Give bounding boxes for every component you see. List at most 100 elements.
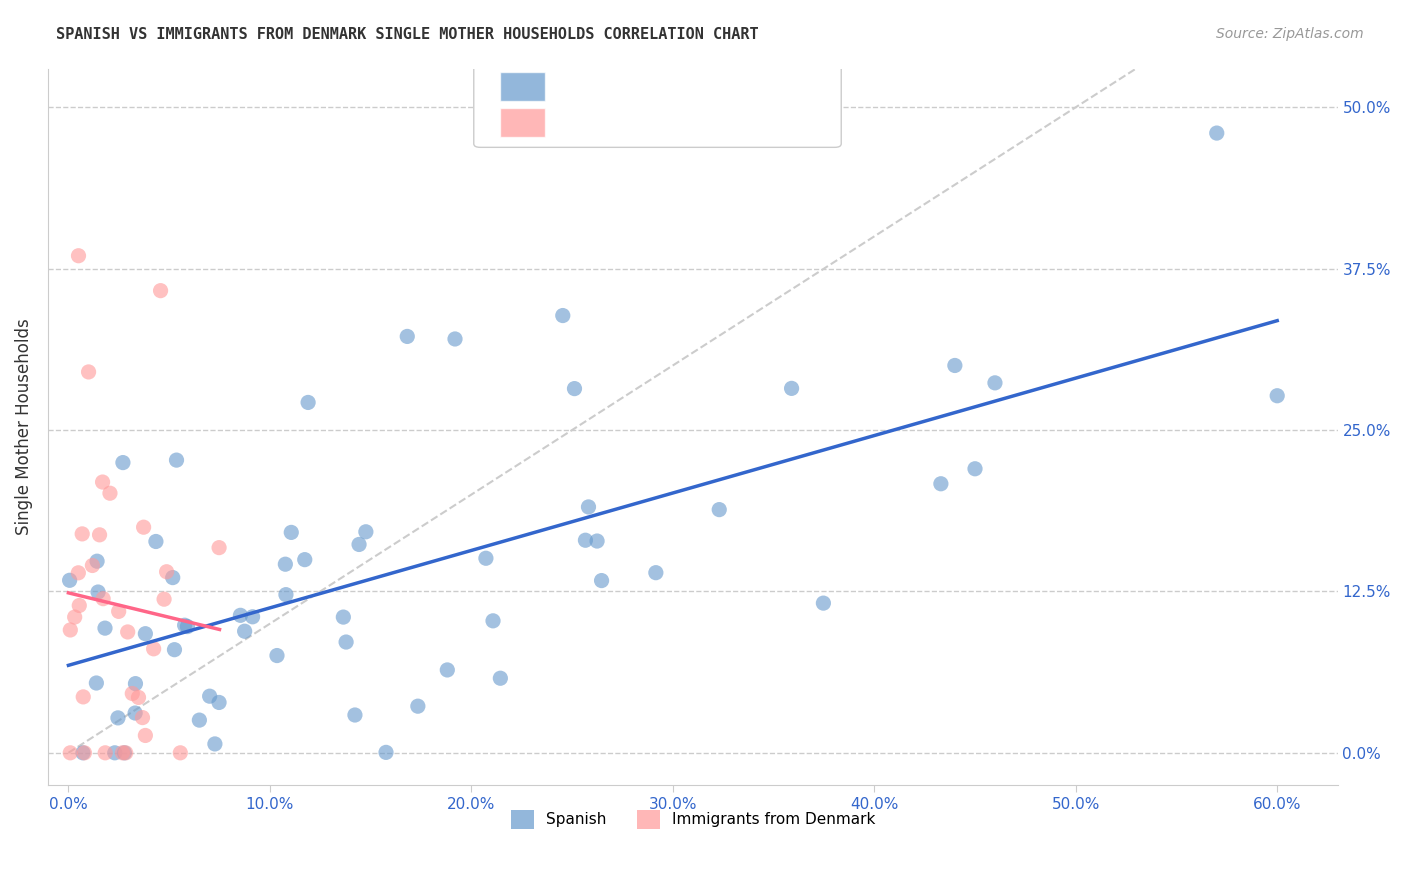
Immigrants from Denmark	[72, 690, 94, 704]
Text: Source: ZipAtlas.com: Source: ZipAtlas.com	[1216, 27, 1364, 41]
Spanish	[984, 376, 1007, 390]
Spanish	[145, 534, 167, 549]
Spanish	[574, 533, 596, 548]
Immigrants from Denmark	[67, 599, 90, 613]
Spanish	[347, 537, 370, 551]
Spanish	[204, 737, 226, 751]
Spanish	[163, 642, 186, 657]
Spanish	[396, 329, 419, 343]
Spanish	[591, 574, 613, 588]
Spanish	[475, 551, 498, 566]
Spanish	[1205, 126, 1227, 140]
Spanish	[107, 711, 129, 725]
Spanish	[229, 608, 252, 623]
Immigrants from Denmark	[128, 690, 150, 705]
Spanish	[208, 696, 231, 710]
Spanish	[332, 610, 354, 624]
Spanish	[354, 524, 377, 539]
Spanish	[134, 626, 156, 640]
Spanish	[86, 676, 108, 690]
Spanish	[943, 359, 966, 373]
Immigrants from Denmark	[63, 610, 86, 624]
Immigrants from Denmark	[155, 565, 177, 579]
FancyBboxPatch shape	[499, 72, 544, 101]
Spanish	[482, 614, 505, 628]
Immigrants from Denmark	[94, 746, 117, 760]
Immigrants from Denmark	[149, 284, 172, 298]
Spanish	[813, 596, 835, 610]
Spanish	[124, 706, 146, 720]
Spanish	[375, 745, 398, 759]
Y-axis label: Single Mother Households: Single Mother Households	[15, 318, 32, 535]
Spanish	[297, 395, 319, 409]
Spanish	[436, 663, 458, 677]
Immigrants from Denmark	[153, 592, 176, 607]
Spanish	[112, 746, 135, 760]
Spanish	[294, 552, 316, 566]
Spanish	[929, 476, 952, 491]
Immigrants from Denmark	[67, 249, 90, 263]
Spanish	[335, 635, 357, 649]
Immigrants from Denmark	[131, 710, 153, 724]
Spanish	[709, 502, 731, 516]
Immigrants from Denmark	[77, 365, 100, 379]
Spanish	[274, 558, 297, 572]
Spanish	[644, 566, 666, 580]
Legend: Spanish, Immigrants from Denmark: Spanish, Immigrants from Denmark	[505, 804, 882, 835]
Immigrants from Denmark	[208, 541, 231, 555]
Immigrants from Denmark	[91, 591, 114, 606]
Immigrants from Denmark	[169, 746, 191, 760]
Immigrants from Denmark	[107, 604, 129, 618]
Text: SPANISH VS IMMIGRANTS FROM DENMARK SINGLE MOTHER HOUSEHOLDS CORRELATION CHART: SPANISH VS IMMIGRANTS FROM DENMARK SINGL…	[56, 27, 759, 42]
Immigrants from Denmark	[142, 641, 165, 656]
Spanish	[124, 676, 146, 690]
Spanish	[233, 624, 256, 639]
Immigrants from Denmark	[73, 746, 96, 760]
Text: R =  0.194   N = 31: R = 0.194 N = 31	[558, 122, 714, 137]
Immigrants from Denmark	[82, 558, 104, 573]
Spanish	[586, 534, 609, 549]
Spanish	[963, 462, 986, 476]
Immigrants from Denmark	[117, 624, 139, 639]
Spanish	[780, 381, 803, 395]
Spanish	[1265, 389, 1288, 403]
Immigrants from Denmark	[59, 623, 82, 637]
Spanish	[444, 332, 467, 346]
Immigrants from Denmark	[121, 686, 143, 700]
Spanish	[242, 609, 264, 624]
Immigrants from Denmark	[67, 566, 90, 580]
Immigrants from Denmark	[70, 527, 93, 541]
Spanish	[564, 382, 586, 396]
Spanish	[176, 619, 198, 633]
Spanish	[489, 671, 512, 685]
Spanish	[166, 453, 188, 467]
Spanish	[111, 456, 134, 470]
Immigrants from Denmark	[89, 528, 111, 542]
FancyBboxPatch shape	[499, 108, 544, 136]
Spanish	[280, 525, 302, 540]
Immigrants from Denmark	[132, 520, 155, 534]
Spanish	[198, 689, 221, 703]
Spanish	[87, 585, 110, 599]
Immigrants from Denmark	[114, 746, 136, 760]
Text: R = 0.453   N = 61: R = 0.453 N = 61	[558, 87, 710, 102]
Spanish	[578, 500, 600, 514]
Spanish	[274, 588, 297, 602]
Spanish	[406, 699, 429, 714]
Spanish	[86, 554, 108, 568]
Immigrants from Denmark	[111, 746, 134, 760]
Spanish	[551, 309, 574, 323]
Immigrants from Denmark	[91, 475, 114, 489]
Spanish	[188, 713, 211, 727]
Immigrants from Denmark	[134, 729, 156, 743]
Spanish	[162, 571, 184, 585]
Spanish	[59, 574, 82, 588]
Spanish	[104, 746, 127, 760]
Spanish	[72, 746, 94, 760]
Spanish	[173, 618, 195, 632]
Immigrants from Denmark	[98, 486, 121, 500]
Spanish	[343, 708, 366, 723]
Spanish	[266, 648, 288, 663]
FancyBboxPatch shape	[474, 58, 841, 147]
Spanish	[94, 621, 117, 635]
